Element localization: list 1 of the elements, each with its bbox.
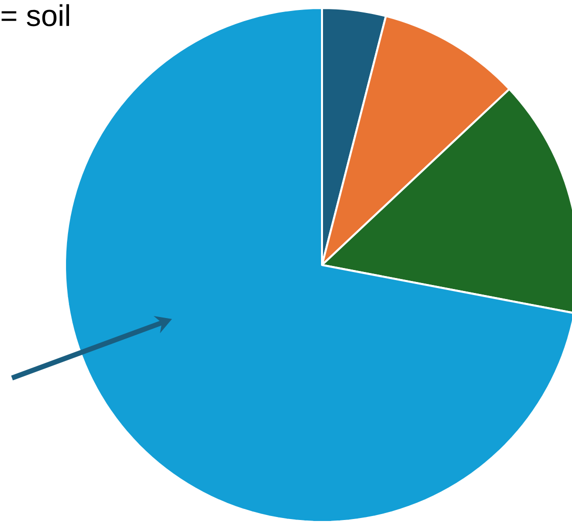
text: = soil <box>2 4 70 26</box>
